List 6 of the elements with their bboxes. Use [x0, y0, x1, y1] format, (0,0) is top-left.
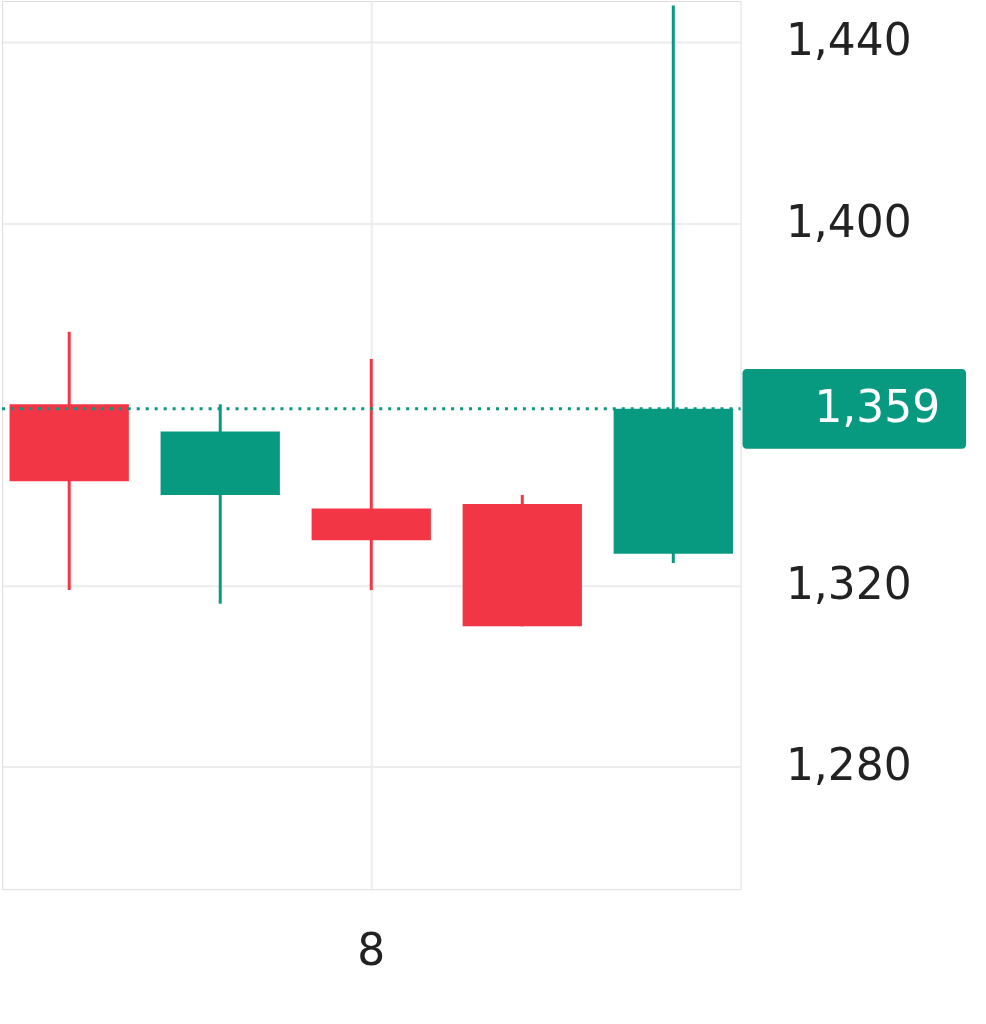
- x-tick-label: 8: [357, 923, 386, 975]
- y-tick-label: 1,440: [785, 14, 912, 66]
- y-tick-label: 1,320: [785, 558, 912, 610]
- ref-line-label: 1,359: [814, 380, 941, 432]
- y-tick-label: 1,400: [785, 195, 912, 247]
- y-tick-label: 1,280: [785, 739, 912, 791]
